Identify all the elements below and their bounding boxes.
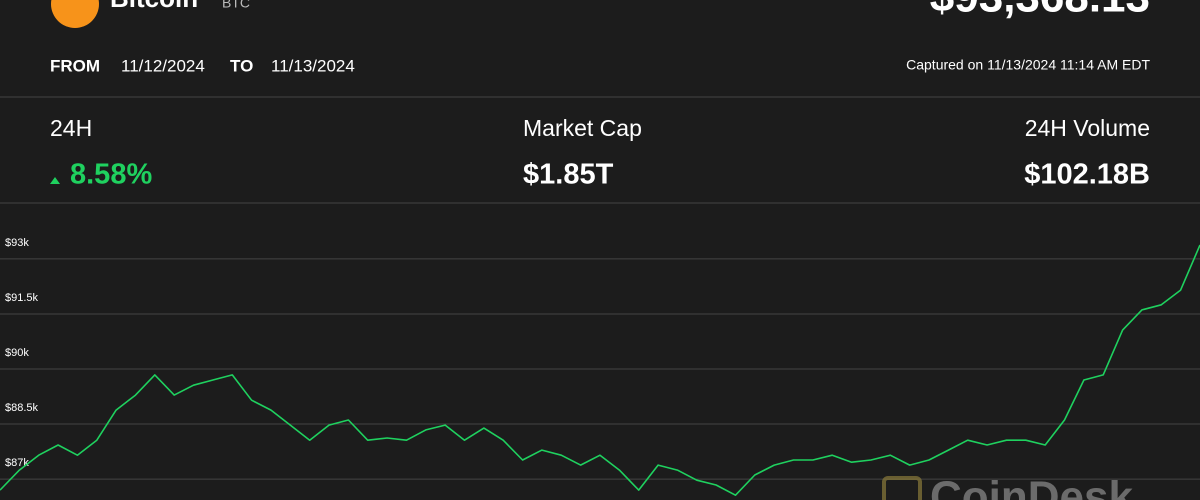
- watermark-logo: [882, 476, 922, 500]
- to-date: 11/13/2024: [271, 56, 355, 75]
- y-tick-label: $88.5k: [5, 402, 39, 414]
- stat-label: 24H: [50, 115, 92, 141]
- y-tick-label: $90k: [5, 347, 29, 359]
- from-date: 11/12/2024: [121, 56, 205, 75]
- stat-value: $1.85T: [523, 159, 614, 191]
- y-tick-label: $91.5k: [5, 292, 39, 304]
- price: $93,368.13: [930, 0, 1150, 22]
- plot: $87k $88.5k $90k $91.5k $93k: [0, 237, 1200, 496]
- from-label: FROM: [50, 56, 100, 75]
- y-tick-label: $93k: [5, 237, 29, 249]
- to-label: TO: [230, 56, 253, 75]
- stat-label: 24H Volume: [1025, 115, 1150, 141]
- captured: Captured on 11/13/2024 11:14 AM EDT: [906, 57, 1150, 73]
- up-arrow: [50, 177, 60, 184]
- watermark: CoinDesk: [930, 473, 1133, 500]
- bitcoin-logo: [51, 0, 99, 28]
- stat-label: Market Cap: [523, 115, 642, 141]
- stat-value: $102.18B: [1024, 159, 1150, 191]
- stat-value: 8.58%: [70, 159, 152, 191]
- y-tick-label: $87k: [5, 457, 29, 469]
- price-line: [0, 244, 1200, 496]
- coin-name: Bitcoin: [110, 0, 198, 13]
- coin-symbol: BTC: [222, 0, 250, 11]
